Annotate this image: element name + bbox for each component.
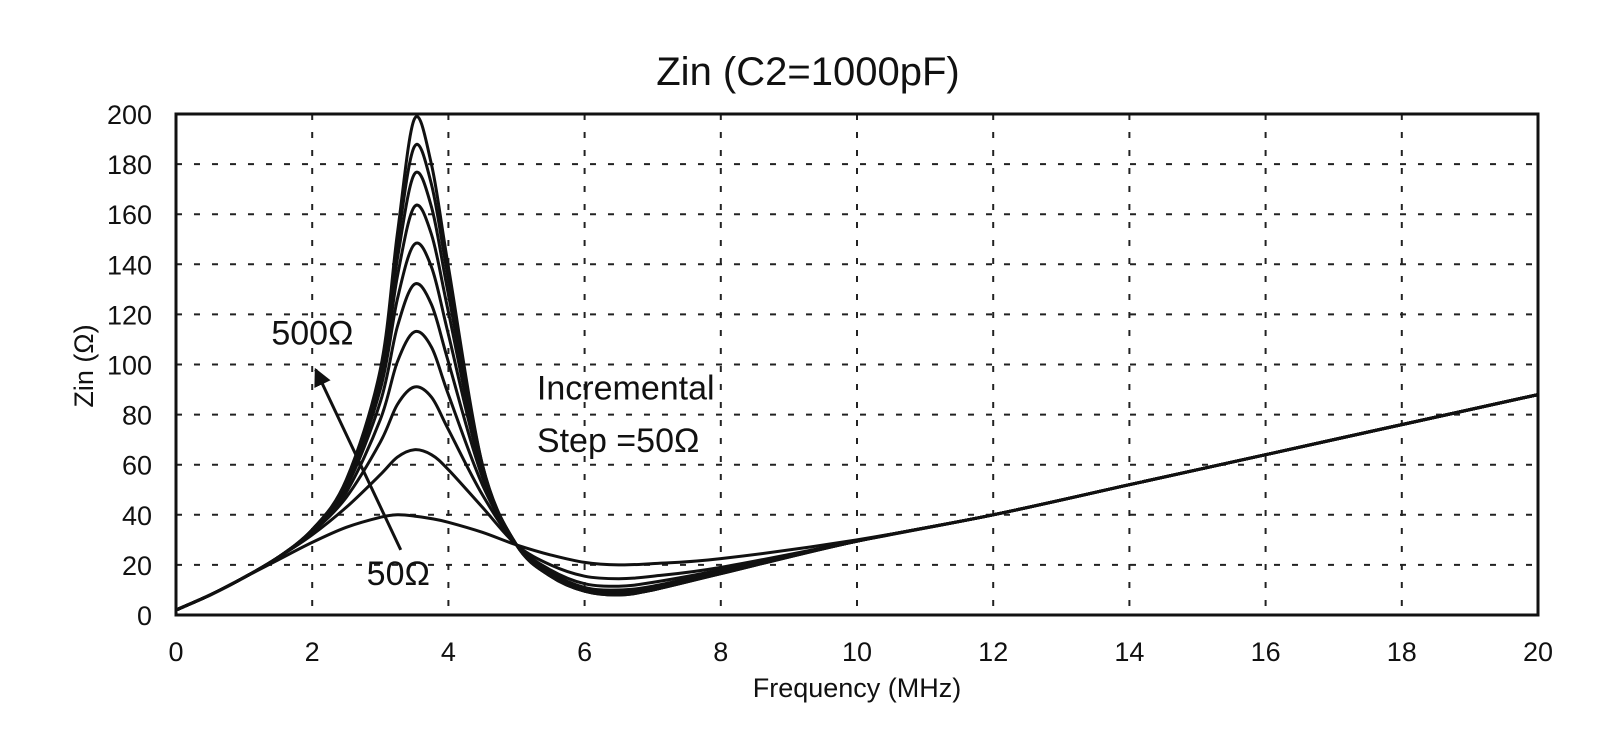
x-tick-label: 4 <box>441 637 456 667</box>
y-tick-label: 40 <box>122 501 152 531</box>
x-tick-label: 18 <box>1387 637 1417 667</box>
y-tick-label: 80 <box>122 401 152 431</box>
plot-area-frame <box>174 112 1540 617</box>
x-tick-label: 6 <box>577 637 592 667</box>
y-tick-label: 20 <box>122 551 152 581</box>
y-tick-label: 160 <box>107 200 152 230</box>
annotation-label: Incremental <box>537 370 715 408</box>
y-tick-label: 200 <box>107 100 152 130</box>
y-tick-label: 0 <box>137 601 152 631</box>
x-tick-label: 2 <box>305 637 320 667</box>
chart-title: Zin (C2=1000pF) <box>656 50 959 94</box>
annotation-label: 500Ω <box>271 314 353 352</box>
x-tick-label: 0 <box>168 637 183 667</box>
y-tick-label: 120 <box>107 300 152 330</box>
grid-layer <box>176 114 1538 615</box>
x-tick-label: 20 <box>1523 637 1553 667</box>
x-tick-label: 8 <box>713 637 728 667</box>
x-tick-label: 14 <box>1114 637 1144 667</box>
y-tick-label: 60 <box>122 451 152 481</box>
series-line-10 <box>175 115 1539 612</box>
x-tick-label: 10 <box>842 637 872 667</box>
y-tick-label: 180 <box>107 150 152 180</box>
annotation-label: 50Ω <box>367 555 430 593</box>
series-layer <box>175 115 1539 612</box>
x-axis-title: Frequency (MHz) <box>753 673 962 703</box>
annotation-label: Step =50Ω <box>537 422 699 460</box>
annotation-arrow <box>314 367 403 551</box>
tick-labels: 0 2 4 6 8 10 12 14 16 18 2002040608010012014016018… <box>107 100 1553 667</box>
y-tick-label: 100 <box>107 351 152 381</box>
x-tick-label: 16 <box>1251 637 1281 667</box>
y-axis-title: Zin (Ω) <box>69 324 99 407</box>
y-tick-label: 140 <box>107 250 152 280</box>
x-tick-label: 12 <box>978 637 1008 667</box>
annotation-layer: 500Ω 50Ω Incremental Step =50Ω <box>271 314 714 592</box>
